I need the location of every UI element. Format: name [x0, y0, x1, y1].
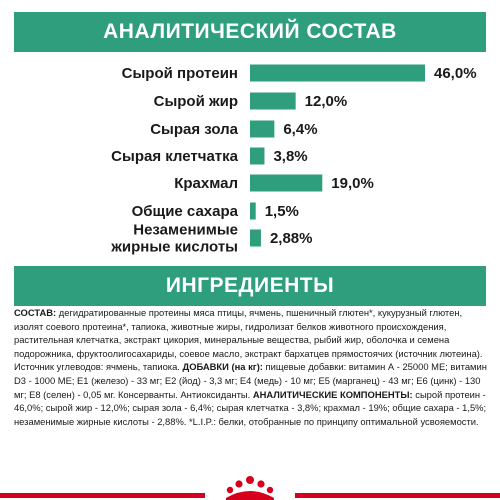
bar-value-label-2: 6,4%	[283, 121, 317, 138]
bar-5	[250, 202, 256, 220]
bar-value-label-4: 19,0%	[331, 175, 374, 192]
bar-value-label-3: 3,8%	[273, 148, 307, 165]
bar-2	[250, 120, 275, 138]
bar-value-label-6: 2,88%	[270, 230, 313, 247]
royal-canin-crown-logo-icon	[226, 476, 274, 500]
bar-1	[250, 92, 296, 110]
analysis-bar-chart: 46,0% Сырой протеин 12,0% Сырой жир 6,4% Сыра…	[110, 64, 477, 256]
bar-value-label-5: 1,5%	[265, 203, 299, 220]
ingredients-header: ИНГРЕДИЕНТЫ	[14, 266, 486, 306]
category-label-3: Сырая клетчатка	[111, 148, 238, 165]
analysis-header: АНАЛИТИЧЕСКИЙ СОСТАВ	[14, 12, 486, 52]
analysis-header-title: АНАЛИТИЧЕСКИЙ СОСТАВ	[103, 20, 397, 43]
category-label-4: Крахмал	[174, 175, 238, 192]
additives-label: ДОБАВКИ (на кг):	[182, 361, 263, 373]
bar-6	[250, 229, 261, 247]
category-label-2: Сырая зола	[150, 121, 238, 138]
composition-body: дегидратированные протеины мяса птицы, я…	[14, 307, 483, 373]
analytical-label: АНАЛИТИЧЕСКИЕ КОМПОНЕНТЫ:	[252, 388, 413, 400]
category-label-5: Общие сахара	[132, 203, 239, 220]
bottom-red-line-right	[295, 493, 500, 498]
category-label-0: Сырой протеин	[122, 65, 238, 82]
analytical-body: сырой протеин - 46,0%; сырой жир - 12,0%…	[14, 388, 487, 427]
bottom-red-line-left	[0, 493, 205, 498]
category-label-1: Сырой жир	[154, 93, 238, 110]
bar-value-label-1: 12,0%	[305, 93, 348, 110]
additives-body: пищевые добавки: витамин А - 25000 МЕ; в…	[14, 361, 487, 400]
bar-value-label-0: 46,0%	[434, 65, 477, 82]
ingredients-header-title: ИНГРЕДИЕНТЫ	[165, 274, 335, 297]
composition-label: СОСТАВ:	[14, 307, 57, 318]
bar-0	[250, 64, 425, 82]
category-label-6: Незаменимые жирные кислоты	[110, 222, 238, 256]
bar-3	[250, 147, 265, 165]
bar-4	[250, 174, 323, 192]
composition-text: СОСТАВ: дегидратированные протеины мяса …	[14, 306, 490, 428]
